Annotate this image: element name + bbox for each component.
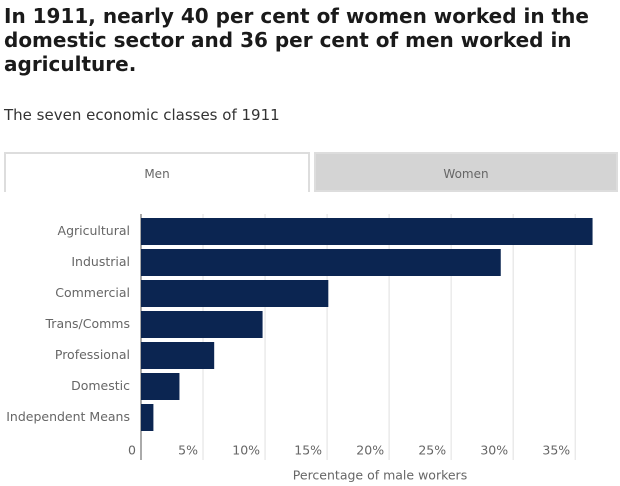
chart-title: In 1911, nearly 40 per cent of women wor… bbox=[4, 4, 589, 76]
chart-subtitle: The seven economic classes of 1911 bbox=[4, 106, 280, 124]
bar bbox=[141, 280, 329, 307]
bar bbox=[141, 373, 180, 400]
y-tick-label: Industrial bbox=[71, 254, 130, 269]
y-tick-label: Agricultural bbox=[58, 223, 130, 238]
bar bbox=[141, 249, 501, 276]
x-axis-label: Percentage of male workers bbox=[293, 468, 467, 483]
y-tick-label: Trans/Comms bbox=[45, 316, 131, 331]
y-tick-label: Commercial bbox=[55, 285, 130, 300]
x-tick-label: 5% bbox=[178, 443, 198, 458]
x-tick-label: 30% bbox=[480, 443, 508, 458]
bar bbox=[141, 311, 263, 338]
y-tick-label: Domestic bbox=[71, 378, 130, 393]
x-tick-label: 15% bbox=[294, 443, 322, 458]
bar bbox=[141, 342, 215, 369]
x-tick-label: 10% bbox=[232, 443, 260, 458]
x-tick-label: 0 bbox=[128, 443, 136, 458]
bar bbox=[141, 218, 593, 245]
x-tick-label: 35% bbox=[542, 443, 570, 458]
x-tick-label: 25% bbox=[418, 443, 446, 458]
bar bbox=[141, 404, 154, 431]
y-tick-label: Independent Means bbox=[6, 409, 130, 424]
tab-women[interactable]: Women bbox=[314, 152, 618, 192]
x-tick-label: 20% bbox=[356, 443, 384, 458]
tab-men[interactable]: Men bbox=[4, 152, 310, 192]
y-tick-label: Professional bbox=[55, 347, 130, 362]
